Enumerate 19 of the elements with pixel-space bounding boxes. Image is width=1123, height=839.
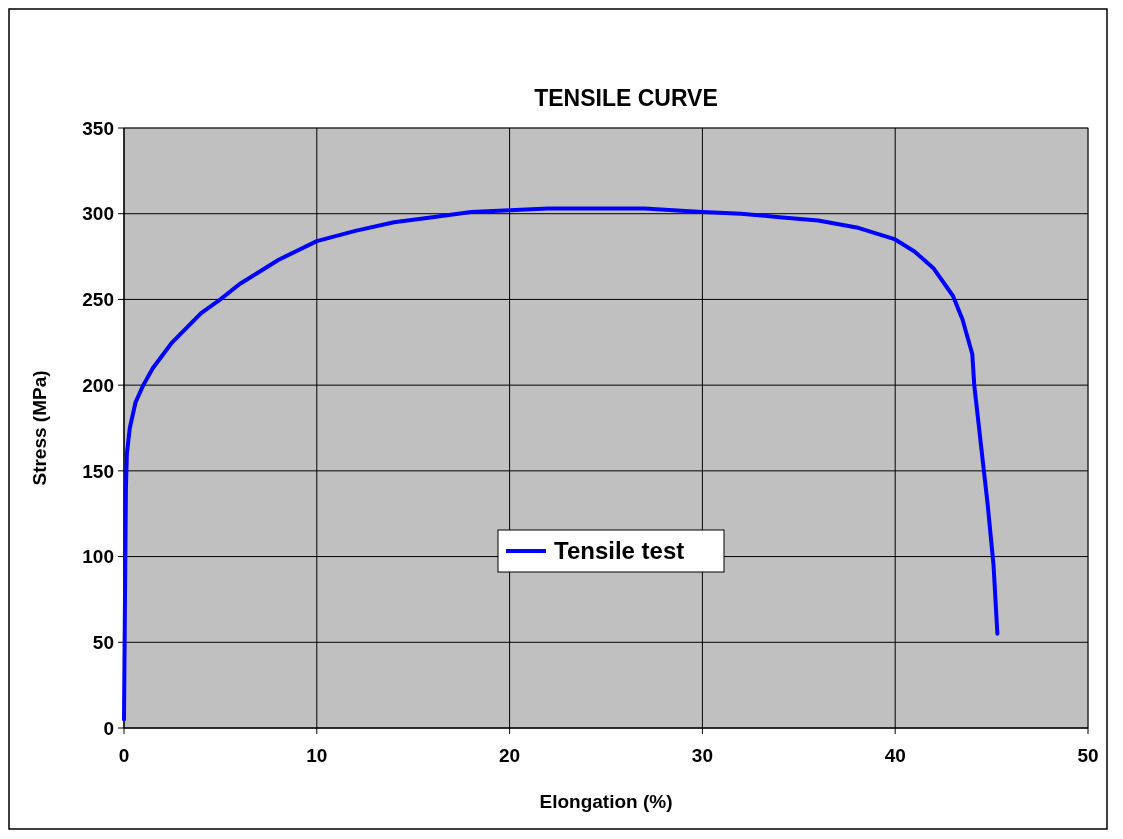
y-tick-label: 200 [82,374,114,396]
x-tick-label: 50 [1077,745,1099,766]
x-tick-label: 40 [884,745,906,766]
x-tick-label: 20 [499,745,521,766]
x-tick-label: 10 [306,745,328,766]
y-tick-label: 350 [82,117,114,139]
x-tick-label: 0 [118,745,130,766]
x-tick-label: 30 [691,745,713,766]
chart-title: TENSILE CURVE [534,85,718,111]
line-series [122,206,1000,722]
x-axis-title: Elongation (%) [539,791,673,812]
y-tick-label: 250 [82,289,114,311]
y-tick-label: 50 [92,631,114,653]
y-tick-label: 0 [103,717,114,739]
y-tick-label: 300 [82,203,114,225]
y-axis-title: Stress (MPa) [29,370,50,486]
legend-label: Tensile test [554,537,685,565]
y-tick-label: 150 [82,460,114,482]
y-tick-label: 100 [82,546,114,568]
